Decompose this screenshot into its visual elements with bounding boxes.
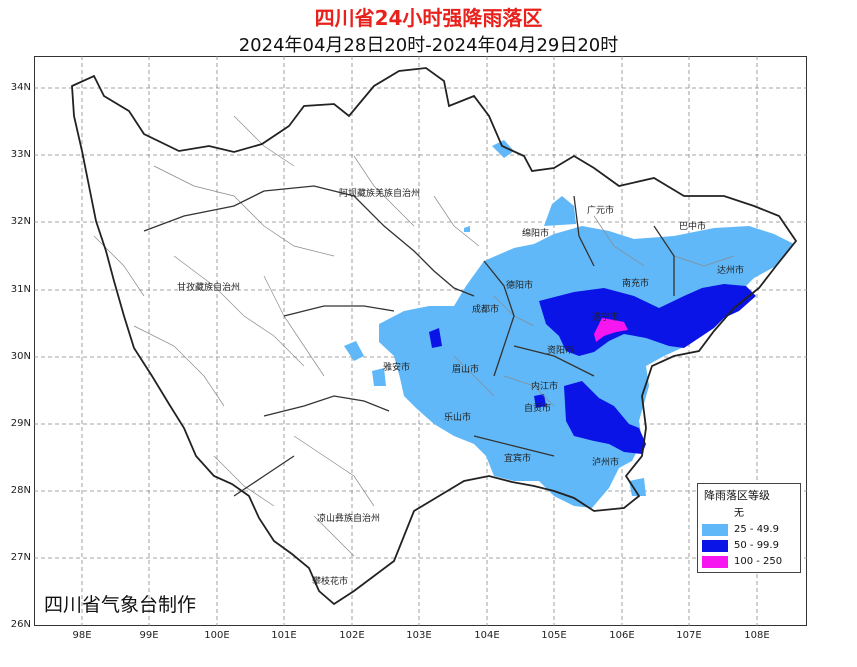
legend-item: 50 - 99.9 [702, 540, 798, 553]
label-guangyuan: 广元市 [587, 204, 614, 216]
lat-label: 28N [10, 485, 31, 496]
label-suining: 遂宁市 [592, 311, 619, 323]
label-mianyang: 绵阳市 [522, 227, 549, 239]
label-nanchong: 南充市 [622, 277, 649, 289]
label-liangshan: 凉山彝族自治州 [317, 512, 380, 524]
legend-title: 降雨落区等级 [704, 489, 770, 502]
lon-label: 102E [339, 630, 365, 641]
label-deyang: 德阳市 [506, 279, 533, 291]
label-bazhong: 巴中市 [679, 220, 706, 232]
lon-label: 108E [744, 630, 770, 641]
legend-item: 25 - 49.9 [702, 524, 798, 537]
lon-label: 100E [204, 630, 230, 641]
label-yibin: 宜宾市 [504, 452, 531, 464]
label-neijiang: 内江市 [531, 380, 558, 392]
lon-label: 103E [406, 630, 432, 641]
legend-label: 50 - 99.9 [734, 540, 779, 551]
lon-label: 104E [474, 630, 500, 641]
lat-label: 33N [10, 149, 31, 160]
map-subtitle: 2024年04月28日20时-2024年04月29日20时 [238, 35, 619, 56]
legend-swatch [702, 556, 728, 568]
rain-area-50 [429, 284, 756, 454]
label-panzhihua: 攀枝花市 [312, 575, 348, 587]
lat-label: 27N [10, 552, 31, 563]
legend-swatch [702, 508, 728, 520]
label-luzhou: 泸州市 [592, 456, 619, 468]
sichuan-outline [71, 67, 798, 606]
label-dazhou: 达州市 [717, 264, 744, 276]
city-labels: 阿坝藏族羌族自治州 甘孜藏族自治州 凉山彝族自治州 广元市 巴中市 绵阳市 德阳… [177, 187, 744, 587]
rain-area-100 [594, 318, 628, 342]
label-zigong: 自贡市 [524, 402, 551, 414]
label-meishan: 眉山市 [452, 363, 479, 375]
label-aba: 阿坝藏族羌族自治州 [339, 187, 420, 199]
legend-label: 100 - 250 [734, 556, 783, 567]
prefecture-borders [143, 185, 675, 497]
legend-swatch [702, 540, 728, 552]
lat-label: 29N [10, 418, 31, 429]
lon-label: 99E [139, 630, 159, 641]
lat-label: 30N [10, 351, 31, 362]
label-leshan: 乐山市 [444, 411, 471, 423]
label-chengdu: 成都市 [472, 303, 499, 315]
legend-swatch [702, 524, 728, 536]
lat-label: 31N [10, 284, 31, 295]
label-ziyang: 资阳市 [547, 344, 574, 356]
lon-label: 107E [676, 630, 702, 641]
credit-text: 四川省气象台制作 [44, 594, 197, 616]
legend-item: 100 - 250 [702, 556, 798, 569]
legend: 降雨落区等级 无 25 - 49.9 50 - 99.9 100 - 250 [697, 483, 801, 573]
lat-label: 26N [10, 619, 31, 630]
map-title: 四川省24小时强降雨落区 [314, 6, 543, 30]
county-borders [93, 115, 735, 557]
lon-label: 105E [541, 630, 567, 641]
legend-item: 无 [702, 508, 798, 521]
label-yaan: 雅安市 [383, 361, 410, 373]
legend-label: 无 [734, 508, 744, 519]
sichuan-rain-map: 阿坝藏族羌族自治州 甘孜藏族自治州 凉山彝族自治州 广元市 巴中市 绵阳市 德阳… [34, 56, 807, 626]
legend-label: 25 - 49.9 [734, 524, 779, 535]
lat-label: 32N [10, 216, 31, 227]
label-ganzi: 甘孜藏族自治州 [177, 281, 240, 293]
lat-label: 34N [10, 82, 31, 93]
lon-label: 101E [271, 630, 297, 641]
lon-label: 106E [609, 630, 635, 641]
lon-label: 98E [72, 630, 92, 641]
